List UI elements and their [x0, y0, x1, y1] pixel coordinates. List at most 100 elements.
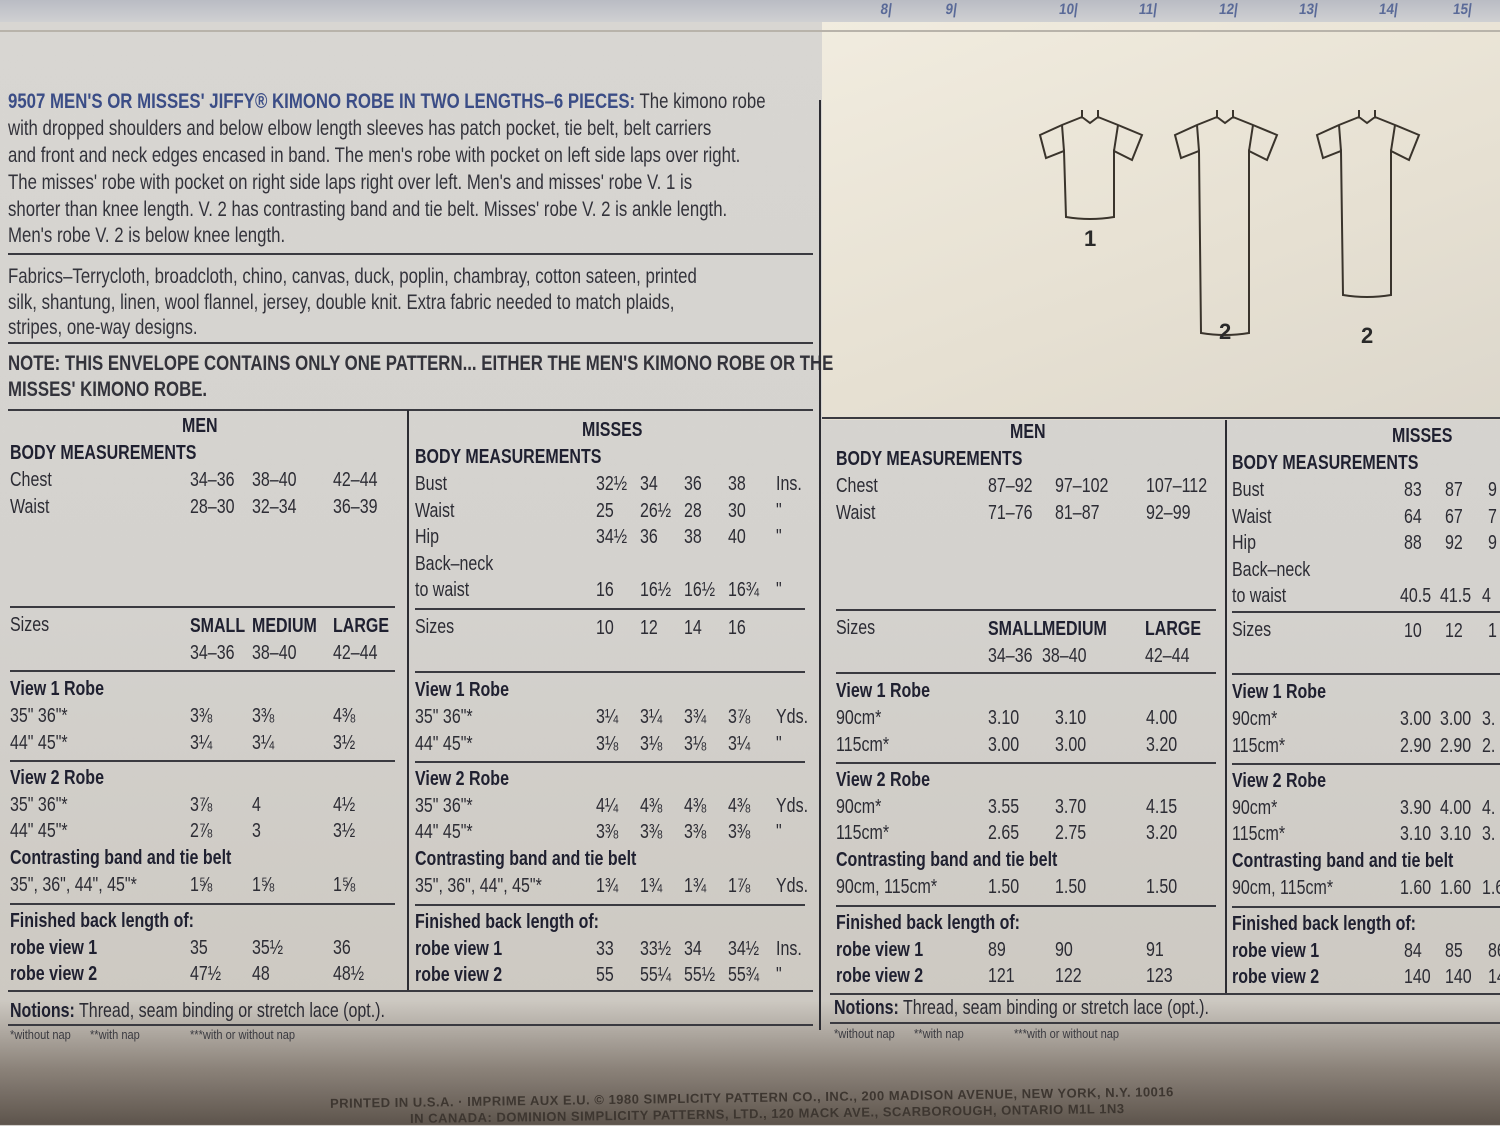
cell-value: 38 [684, 526, 702, 548]
cell-value: 25 [596, 499, 614, 522]
robe-view-1-drawing [1038, 110, 1144, 220]
cell-value: 1¾ [684, 875, 707, 898]
cell-value: 40 [728, 526, 746, 548]
row-label: to waist [415, 579, 470, 601]
cell-value: 36 [333, 937, 351, 959]
cell-value: 140 [1445, 966, 1472, 989]
size-value: 42–44 [1145, 645, 1190, 667]
row-label: 90cm, 115cm* [836, 876, 938, 898]
cell-value: 3.10 [1440, 823, 1472, 846]
column-divider [819, 100, 821, 1030]
footnote: **with nap [914, 1026, 964, 1041]
size-value: LARGE [1145, 618, 1201, 640]
description-line: shorter than knee length. V. 2 has contr… [8, 198, 728, 221]
unit-label: Yds. [776, 706, 809, 729]
row-label: Chest [836, 475, 878, 497]
cell-value: 3.20 [1146, 822, 1178, 844]
row-label: robe view 2 [836, 965, 924, 987]
envelope-fold [0, 30, 1500, 32]
cell-value: 36 [640, 526, 658, 548]
row-label: robe view 1 [415, 938, 503, 961]
row-label: Waist [1232, 505, 1272, 528]
cell-value: 1.60 [1400, 877, 1432, 900]
section-heading: View 1 Robe [10, 678, 104, 700]
cell-value: 3½ [333, 732, 356, 754]
cell-value: 40.5 [1400, 585, 1432, 607]
row-label: robe view 2 [415, 964, 503, 987]
cell-value: 71–76 [988, 501, 1033, 524]
row-label: Bust [1232, 479, 1265, 501]
section-heading: View 1 Robe [1232, 681, 1326, 704]
cell-value: 3⅜ [252, 705, 275, 727]
section-heading: Contrasting band and tie belt [1232, 850, 1454, 873]
table-title: MEN [182, 415, 218, 437]
cell-value: 3⅛ [684, 733, 707, 756]
row-label: 90cm* [836, 707, 882, 729]
row-label: robe view 2 [10, 963, 98, 985]
cell-value: 122 [1055, 965, 1082, 987]
cell-value: 34½ [596, 526, 628, 548]
cell-value: 3.20 [1146, 734, 1178, 756]
cell-value: 34½ [728, 938, 760, 961]
unit-label: " [776, 821, 782, 844]
row-label: Sizes [415, 616, 455, 638]
section-heading: Finished back length of: [10, 910, 195, 932]
cell-value: 1.50 [1055, 876, 1087, 898]
robe-view-2-drawing [1173, 110, 1279, 336]
description-line: The misses' robe with pocket on right si… [8, 171, 693, 194]
row-label: Sizes [10, 614, 50, 636]
cell-value: 84 [1404, 940, 1422, 963]
divider [836, 762, 1216, 764]
cell-value: 89 [988, 939, 1006, 961]
fabrics-line: silk, shantung, linen, wool flannel, jer… [8, 291, 675, 314]
ruler-strip: 8| 9| 10| 11| 12| 13| 14| 15| [0, 0, 1500, 22]
cell-value: 2.75 [1055, 822, 1087, 844]
row-label: Waist [836, 501, 876, 524]
section-heading: View 1 Robe [415, 679, 509, 702]
cell-value: 64 [1404, 505, 1422, 528]
cell-value: 3.55 [988, 796, 1020, 818]
cell-value: 3.70 [1055, 796, 1087, 818]
divider [836, 672, 1216, 674]
cell-value: 2.90 [1400, 735, 1432, 758]
cell-value: 38–40 [252, 469, 297, 491]
cell-value: 3¼ [190, 732, 213, 754]
divider [8, 342, 813, 344]
cell-value: 4⅜ [640, 795, 663, 818]
fabrics-line: stripes, one-way designs. [8, 316, 198, 339]
size-value: 12 [640, 617, 658, 639]
cell-value: 3⅛ [640, 733, 663, 756]
row-label: 35" 36"* [10, 705, 68, 727]
section-heading: Finished back length of: [415, 911, 600, 934]
cell-value: 33½ [640, 938, 672, 961]
cell-value: 3¼ [640, 706, 663, 729]
cell-value: 28 [684, 499, 702, 522]
cell-value: 36 [684, 473, 702, 495]
cell-value: 87 [1445, 479, 1463, 501]
view-number-label: 2 [1219, 319, 1232, 344]
cell-value: 3⅞ [728, 706, 751, 729]
cell-value: 3⅜ [190, 705, 213, 727]
row-label: 115cm* [1232, 735, 1286, 758]
cell-value: 92 [1445, 532, 1463, 554]
cell-value: 7 [1488, 505, 1497, 528]
cell-value: 123 [1146, 965, 1173, 987]
section-heading: BODY MEASUREMENTS [1232, 452, 1419, 474]
cell-value: 36–39 [333, 495, 378, 518]
cell-value: 1.60 [1440, 877, 1472, 900]
divider [10, 760, 395, 762]
size-value: 16 [728, 617, 746, 639]
cell-value: 42–44 [333, 469, 378, 491]
column-divider [1225, 420, 1227, 995]
row-label: Sizes [836, 617, 876, 639]
cell-value: 3.00 [1055, 734, 1087, 756]
row-label: 115cm* [836, 734, 890, 756]
divider [822, 417, 1500, 419]
note-line: NOTE: THIS ENVELOPE CONTAINS ONLY ONE PA… [8, 352, 834, 375]
section-heading: View 2 Robe [1232, 770, 1326, 793]
cell-value: 86 [1488, 940, 1500, 963]
footnote: ***with or without nap [1014, 1026, 1120, 1041]
cell-value: 3.00 [1440, 708, 1472, 731]
row-label: 90cm* [1232, 797, 1278, 820]
divider [415, 904, 805, 907]
